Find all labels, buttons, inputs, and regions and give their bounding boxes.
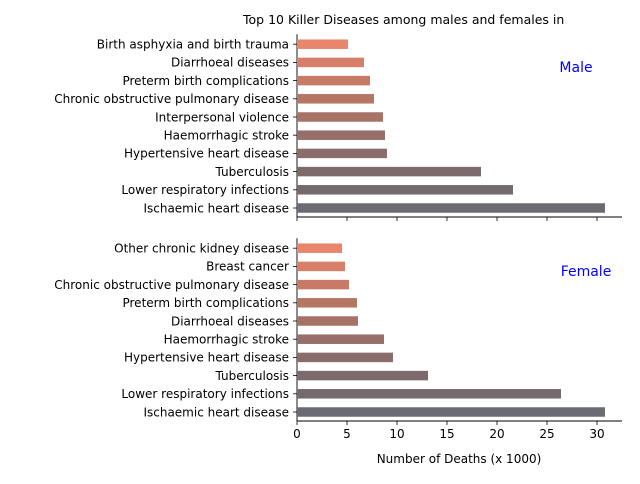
category-label: Preterm birth complications [122, 74, 289, 88]
category-label: Lower respiratory infections [121, 387, 289, 401]
panel-female: 0 5 10 15 20 25 30 Ischaemic heart disease Lower… [54, 238, 622, 441]
x-tick-label: 25 [539, 427, 554, 441]
category-label: Hypertensive heart disease [124, 147, 289, 161]
bar [297, 130, 385, 140]
bar [297, 185, 513, 195]
bar [297, 203, 605, 213]
category-label: Haemorrhagic stroke [164, 129, 289, 143]
category-label: Diarrhoeal diseases [171, 314, 289, 328]
bar [297, 298, 357, 308]
category-label: Interpersonal violence [155, 110, 289, 124]
category-label: Breast cancer [206, 260, 289, 274]
panel-label: Male [559, 60, 592, 76]
category-label: Chronic obstructive pulmonary disease [54, 92, 289, 106]
category-label: Diarrhoeal diseases [171, 56, 289, 70]
category-label: Haemorrhagic stroke [164, 333, 289, 347]
x-tick-label: 15 [439, 427, 454, 441]
bar [297, 94, 374, 104]
category-label: Ischaemic heart disease [143, 201, 289, 215]
bar [297, 334, 384, 344]
bar [297, 316, 358, 326]
bar [297, 75, 370, 86]
bar [297, 112, 383, 122]
category-label: Lower respiratory infections [121, 183, 289, 197]
x-tick-label: 20 [489, 427, 504, 441]
category-label: Hypertensive heart disease [124, 351, 289, 365]
bar [297, 57, 364, 68]
category-label: Tuberculosis [215, 369, 290, 383]
category-label: Ischaemic heart disease [143, 405, 289, 419]
category-label: Birth asphyxia and birth trauma [97, 38, 289, 52]
bar [297, 389, 561, 399]
bar [297, 166, 481, 177]
bar [297, 148, 387, 159]
chart-title: Top 10 Killer Diseases among males and f… [242, 12, 564, 27]
bar [297, 39, 348, 49]
x-tick-label: 0 [293, 427, 301, 441]
category-label: Tuberculosis [215, 165, 290, 179]
x-tick-label: 30 [589, 427, 604, 441]
bar [297, 261, 345, 272]
category-label: Other chronic kidney disease [114, 242, 289, 256]
panel-label: Female [561, 264, 612, 280]
x-axis-label: Number of Deaths (x 1000) [377, 452, 542, 466]
bar [297, 279, 349, 290]
bar [297, 243, 342, 253]
category-label: Chronic obstructive pulmonary disease [54, 278, 289, 292]
bar [297, 370, 428, 381]
bar [297, 407, 605, 417]
bar [297, 352, 393, 363]
x-tick-label: 10 [389, 427, 404, 441]
panels-group: Ischaemic heart disease Lower respiratory… [54, 34, 622, 441]
category-label: Preterm birth complications [122, 296, 289, 310]
panel-male: Ischaemic heart disease Lower respiratory… [54, 34, 622, 221]
x-tick-label: 5 [343, 427, 351, 441]
